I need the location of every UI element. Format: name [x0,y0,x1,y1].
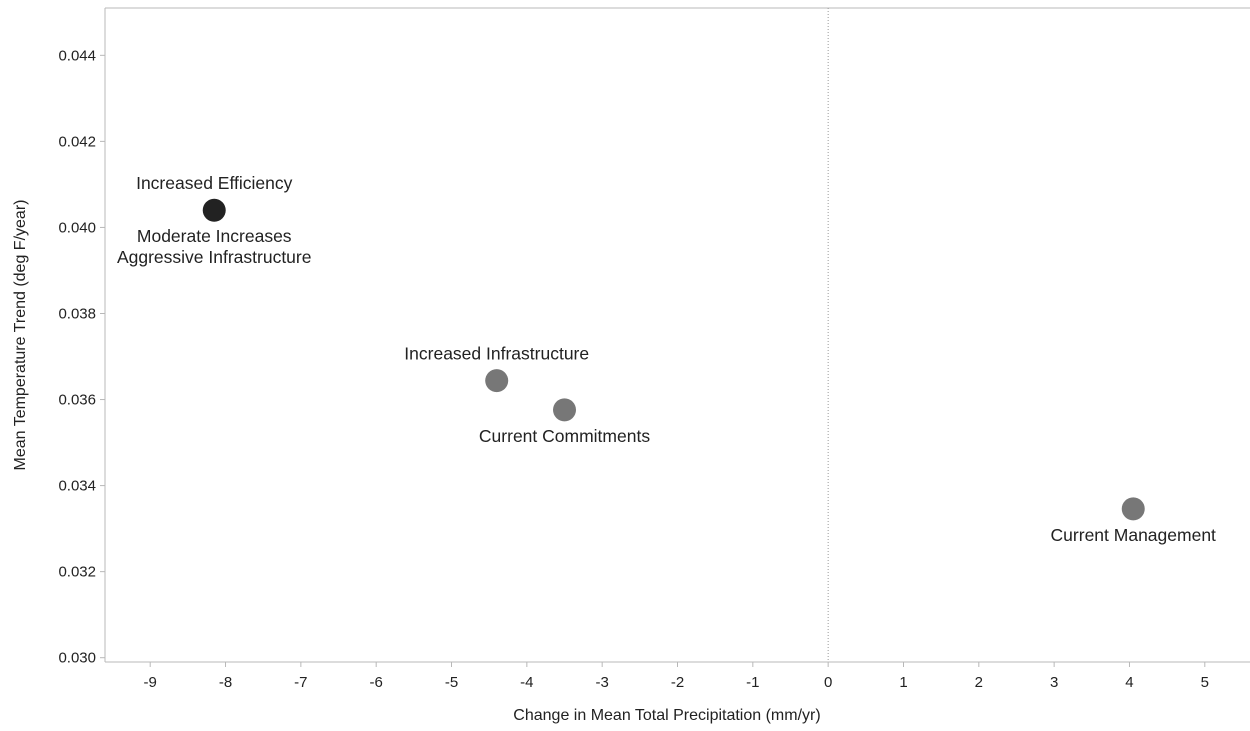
data-point [485,369,509,393]
point-label: Aggressive Infrastructure [117,247,312,267]
x-tick-label: -8 [219,674,232,691]
y-tick-label: 0.040 [58,219,96,236]
x-tick-label: 4 [1125,674,1133,691]
y-axis-title: Mean Temperature Trend (deg F/year) [12,200,29,471]
x-tick-label: 5 [1201,674,1209,691]
plot-frame [104,7,1250,663]
x-tick-label: -3 [595,674,608,691]
x-axis-title: Change in Mean Total Precipitation (mm/y… [513,707,820,724]
point-labels: Increased Efficiency Moderate IncreasesAg… [117,173,1216,545]
data-point [1121,497,1145,521]
y-tick-label: 0.036 [58,392,96,409]
point-label: Increased Infrastructure [404,344,589,364]
x-tick-label: 2 [975,674,983,691]
x-tick-label: -5 [445,674,458,691]
x-tick-label: -1 [746,674,759,691]
x-tick-label: 1 [899,674,907,691]
x-tick-label: -2 [671,674,684,691]
y-tick-label: 0.044 [58,47,96,64]
x-tick-label: 0 [824,674,832,691]
data-point [202,198,226,222]
y-axis: 0.030 0.032 0.034 0.036 0.038 0.040 0.042 0.044 [58,47,105,667]
point-label: Current Management [1051,525,1216,545]
y-tick-label: 0.030 [58,650,96,667]
x-tick-label: 3 [1050,674,1058,691]
y-tick-label: 0.034 [58,478,96,495]
y-tick-label: 0.042 [58,133,96,150]
x-tick-label: -9 [144,674,157,691]
x-axis: -9 -8 -7 -6 -5 -4 -3 -2 -1 0 1 2 3 4 5 [144,662,1209,691]
point-label: Increased Efficiency [136,173,293,193]
data-points [202,198,1145,521]
y-tick-label: 0.032 [58,564,96,581]
x-tick-label: -4 [520,674,533,691]
x-tick-label: -7 [294,674,307,691]
data-point [553,398,577,422]
y-tick-label: 0.038 [58,305,96,322]
x-tick-label: -6 [370,674,383,691]
point-label: Moderate Increases [137,226,292,246]
point-label: Current Commitments [479,426,650,446]
